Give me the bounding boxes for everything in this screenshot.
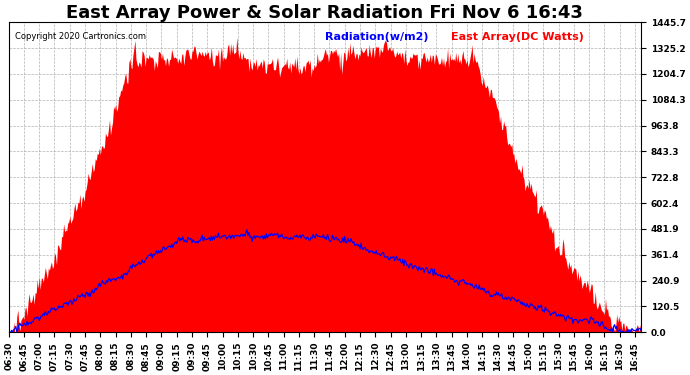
Text: Radiation(w/m2): Radiation(w/m2) (325, 32, 428, 42)
Text: Copyright 2020 Cartronics.com: Copyright 2020 Cartronics.com (15, 32, 146, 40)
Text: East Array(DC Watts): East Array(DC Watts) (451, 32, 584, 42)
Title: East Array Power & Solar Radiation Fri Nov 6 16:43: East Array Power & Solar Radiation Fri N… (66, 4, 583, 22)
